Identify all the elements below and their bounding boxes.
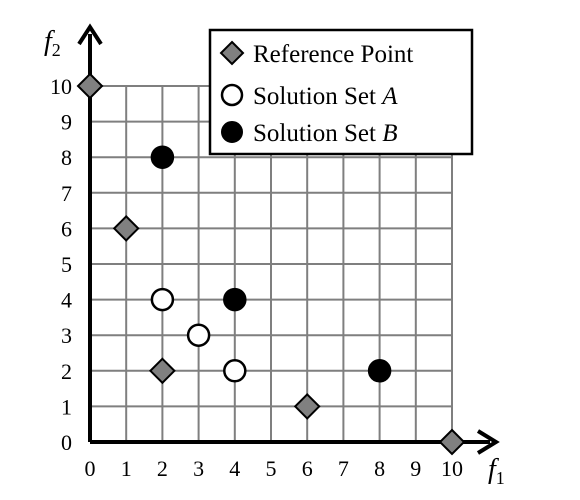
x-tick-label: 8 bbox=[374, 456, 385, 481]
reference-point-marker bbox=[76, 72, 104, 100]
y-tick-label: 2 bbox=[61, 359, 72, 384]
y-tick-label: 1 bbox=[61, 394, 72, 419]
x-tick-label: 0 bbox=[85, 456, 96, 481]
x-tick-label: 2 bbox=[157, 456, 168, 481]
solution-a-marker bbox=[186, 323, 211, 347]
axes bbox=[77, 23, 500, 455]
y-axis-label: f2 bbox=[44, 26, 61, 60]
legend-label-solution-a: Solution Set A bbox=[253, 83, 398, 110]
y-tick-labels: 0 1 2 3 4 5 6 7 8 9 10 bbox=[50, 74, 72, 455]
reference-point-marker bbox=[293, 392, 321, 420]
data-points bbox=[76, 72, 466, 456]
legend-filled-circle-icon bbox=[221, 121, 243, 143]
solution-b-marker bbox=[223, 287, 247, 312]
y-tick-label: 0 bbox=[61, 430, 72, 455]
y-tick-label: 10 bbox=[50, 74, 72, 99]
y-tick-label: 5 bbox=[61, 252, 72, 277]
x-tick-label: 3 bbox=[193, 456, 204, 481]
reference-point-marker bbox=[438, 428, 466, 456]
y-tick-label: 3 bbox=[61, 323, 72, 348]
x-tick-label: 9 bbox=[410, 456, 421, 481]
x-tick-label: 4 bbox=[229, 456, 240, 481]
x-axis-arrow-icon bbox=[476, 429, 500, 455]
solution-a-marker bbox=[150, 287, 175, 312]
y-tick-label: 4 bbox=[61, 288, 72, 313]
solution-a-marker bbox=[223, 359, 247, 383]
y-tick-label: 6 bbox=[61, 216, 72, 241]
y-tick-label: 9 bbox=[61, 110, 72, 135]
y-tick-label: 8 bbox=[61, 145, 72, 170]
solution-b-marker bbox=[150, 145, 175, 169]
legend: Reference Point Solution Set A Solution … bbox=[208, 28, 474, 156]
x-tick-labels: 0 1 2 3 4 5 6 7 8 9 10 bbox=[85, 456, 464, 481]
legend-box bbox=[208, 28, 474, 156]
reference-point-marker bbox=[148, 357, 176, 385]
x-tick-label: 10 bbox=[441, 456, 463, 481]
y-axis-arrow-icon bbox=[77, 23, 103, 46]
x-axis-label: f1 bbox=[488, 454, 505, 488]
x-tick-label: 6 bbox=[302, 456, 313, 481]
legend-label-reference: Reference Point bbox=[253, 41, 413, 68]
solution-b-marker bbox=[367, 359, 392, 383]
legend-diamond-icon bbox=[219, 40, 245, 66]
legend-open-circle-icon bbox=[220, 83, 244, 107]
x-tick-label: 1 bbox=[121, 456, 132, 481]
x-tick-label: 7 bbox=[338, 456, 349, 481]
y-tick-label: 7 bbox=[61, 181, 72, 206]
legend-label-solution-b: Solution Set B bbox=[253, 120, 397, 147]
x-tick-label: 5 bbox=[266, 456, 277, 481]
reference-point-marker bbox=[112, 214, 140, 242]
